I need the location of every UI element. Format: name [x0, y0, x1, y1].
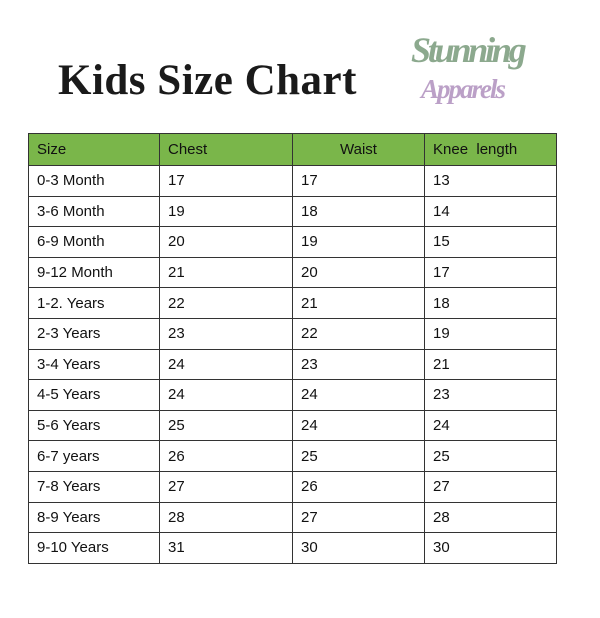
- svg-text:Stunning: Stunning: [411, 30, 527, 70]
- svg-text:Apparels: Apparels: [419, 74, 506, 104]
